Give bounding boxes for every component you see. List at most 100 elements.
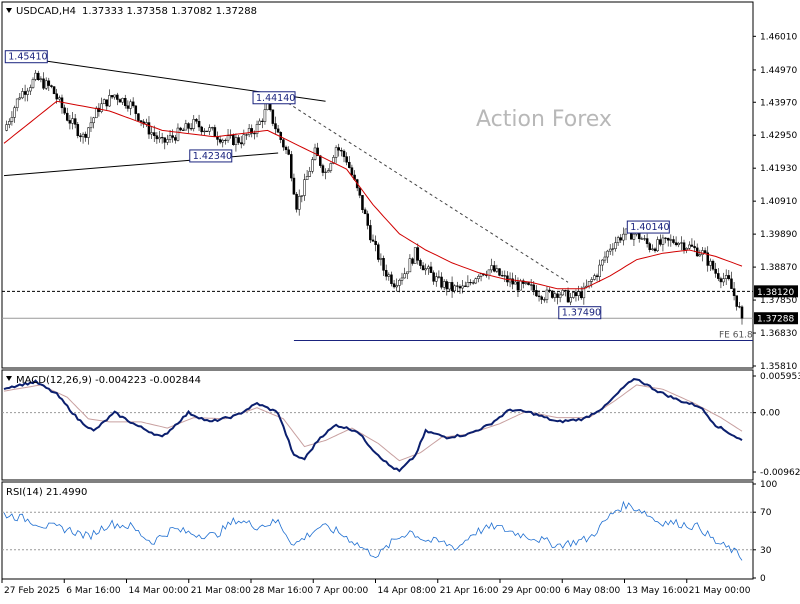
candle-body	[703, 250, 707, 254]
price-tags: 1.38120 1.37288	[754, 285, 798, 325]
candle-body	[677, 243, 681, 246]
candle-body	[709, 260, 712, 266]
candle-body	[374, 240, 377, 245]
time-tick-label: 7 Apr 00:00	[315, 586, 368, 596]
annotation-box	[626, 220, 670, 234]
candle-body	[290, 154, 293, 179]
candle-body	[424, 268, 427, 271]
candle-body	[395, 285, 398, 288]
candle-body	[535, 290, 538, 297]
price-annotation: 1.37490	[558, 306, 602, 320]
candle-body	[719, 278, 723, 283]
candle-body	[498, 268, 501, 276]
candle-body	[100, 103, 103, 112]
candle-body	[527, 282, 530, 285]
candle-body	[377, 244, 380, 260]
candle-body	[200, 126, 203, 133]
price-tag-label: 1.38120	[757, 288, 794, 298]
candle-body	[579, 291, 583, 299]
candle-body	[245, 134, 248, 136]
candle-body	[632, 233, 636, 240]
candle-body	[666, 237, 670, 241]
candle-body	[110, 95, 114, 98]
rsi-title: RSI(14) 21.4990	[6, 487, 87, 498]
ohlc-values: 1.37333 1.37358 1.37082 1.37288	[82, 6, 257, 17]
candle-body	[287, 149, 290, 155]
candle-body	[345, 156, 348, 163]
candle-body	[577, 291, 580, 297]
candle-body	[237, 137, 240, 143]
candle-body	[717, 273, 720, 279]
candle-body	[490, 265, 493, 271]
candle-body	[656, 239, 659, 252]
price-tick-label: 1.37850	[760, 296, 797, 306]
candle-body	[471, 282, 475, 284]
rsi-axis: 100 70 30 0	[753, 480, 777, 584]
dropdown-triangle-icon[interactable]	[6, 8, 12, 13]
candle-body	[308, 171, 312, 177]
candle-body	[466, 282, 470, 287]
candle-body	[711, 260, 715, 270]
price-annotations: 1.45410 1.44140 1.42340 1.40140 1.37490	[4, 50, 670, 320]
candle-body	[321, 165, 325, 173]
candle-body	[87, 127, 90, 138]
candle-body	[590, 279, 594, 282]
annotation-box	[252, 91, 296, 105]
price-tick-label: 1.41930	[760, 164, 797, 174]
candle-body	[543, 299, 546, 301]
candles	[5, 70, 744, 325]
rsi-tick-label: 30	[760, 546, 772, 556]
candle-body	[519, 280, 522, 291]
candle-body	[440, 276, 443, 288]
candle-body	[651, 248, 654, 250]
candle-body	[253, 133, 256, 135]
candle-body	[548, 289, 551, 292]
macd-panel	[1, 369, 754, 481]
candle-body	[680, 242, 683, 244]
candle-body	[645, 238, 649, 244]
candle-body	[714, 268, 717, 274]
candle-body	[730, 278, 733, 289]
candle-body	[474, 278, 478, 284]
candle-body	[334, 147, 338, 158]
candle-body	[479, 273, 483, 277]
candle-body	[445, 281, 449, 290]
candle-body	[398, 280, 401, 286]
macd-tick-label: 0.00	[760, 409, 780, 419]
candle-body	[469, 282, 472, 284]
candle-body	[316, 147, 319, 157]
candle-body	[18, 97, 22, 100]
candle-body	[690, 244, 694, 247]
candle-body	[150, 132, 153, 135]
candle-body	[10, 117, 14, 122]
candle-body	[611, 248, 615, 250]
candle-body	[242, 134, 246, 145]
symbol-label: USDCAD,H4	[16, 6, 76, 17]
annotation-label: 1.45410	[8, 52, 47, 63]
time-tick-label: 21 Mar 08:00	[191, 586, 251, 596]
candle-body	[134, 105, 138, 114]
candle-body	[429, 266, 433, 273]
candle-body	[65, 112, 69, 121]
candle-body	[131, 101, 135, 107]
candle-body	[195, 119, 198, 122]
candle-body	[271, 109, 275, 124]
time-tick-label: 29 Apr 00:00	[502, 586, 561, 596]
candle-body	[619, 237, 623, 241]
candle-body	[682, 242, 686, 250]
candle-body	[292, 177, 296, 195]
candle-body	[39, 78, 43, 80]
candle-body	[487, 269, 491, 276]
rsi-series-line	[3, 500, 743, 561]
macd-dropdown-icon[interactable]	[6, 376, 12, 381]
candle-body	[192, 119, 196, 129]
candle-body	[495, 268, 499, 272]
fib-label: FE 61.8	[719, 330, 753, 340]
candle-body	[337, 147, 341, 151]
annotation-label: 1.42340	[193, 151, 232, 162]
candle-body	[698, 254, 702, 257]
candle-body	[203, 130, 206, 133]
candle-body	[616, 237, 620, 243]
candle-body	[648, 243, 652, 250]
candle-body	[453, 285, 456, 292]
